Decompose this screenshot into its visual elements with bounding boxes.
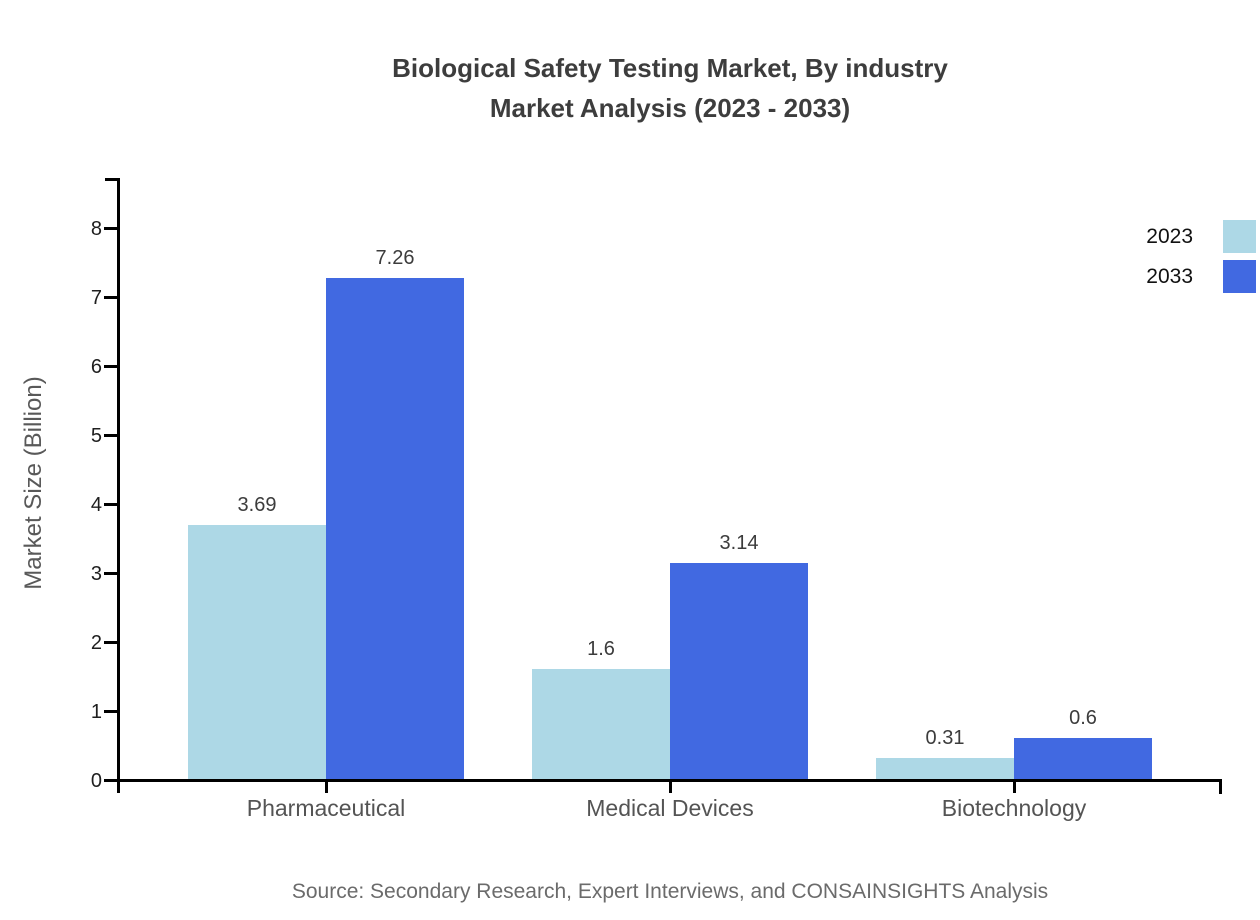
y-tick-label: 0 <box>90 769 102 792</box>
y-tick-mark <box>104 365 117 369</box>
y-tick-label: 8 <box>90 217 102 240</box>
y-tick-mark <box>104 779 117 782</box>
x-tick-mark <box>1012 779 1016 793</box>
y-tick-mark <box>104 503 117 507</box>
legend-swatch <box>1223 260 1256 293</box>
chart-title-line-1: Biological Safety Testing Market, By ind… <box>392 53 948 83</box>
y-tick-mark <box>104 572 117 576</box>
y-tick-label: 1 <box>90 700 102 723</box>
y-tick-mark <box>104 641 117 645</box>
chart-title-line-2: Market Analysis (2023 - 2033) <box>489 93 851 123</box>
legend-label: 2033 <box>1146 264 1193 288</box>
y-tick-mark <box>104 227 117 231</box>
y-axis-line <box>117 178 120 793</box>
legend-swatch <box>1223 220 1256 253</box>
y-tick-label: 3 <box>90 562 102 585</box>
bar-value-label: 1.6 <box>587 638 615 660</box>
y-tick-mark <box>104 434 117 438</box>
y-tick-label: 7 <box>90 286 102 309</box>
category-label-pharmaceutical: Pharmaceutical <box>246 795 406 821</box>
bar-2023-biotechnology <box>876 758 1014 779</box>
legend: 2023 2033 <box>1146 220 1256 300</box>
bar-2033-medical-devices <box>670 563 808 779</box>
bar-value-label: 3.14 <box>719 532 759 554</box>
legend-item-2033: 2033 <box>1146 260 1256 293</box>
y-tick-mark <box>104 296 117 300</box>
y-tick-label: 2 <box>90 631 102 654</box>
bar-2023-pharmaceutical <box>188 525 326 779</box>
bar-2033-pharmaceutical <box>326 278 464 779</box>
bar-value-label: 3.69 <box>237 494 277 516</box>
x-tick-mark <box>324 779 328 793</box>
legend-item-2023: 2023 <box>1146 220 1256 253</box>
x-axis-end-cap <box>1219 779 1222 794</box>
y-axis-label: Market Size (Billion) <box>20 376 47 590</box>
y-tick-label: 4 <box>90 493 102 516</box>
category-label-biotechnology: Biotechnology <box>941 795 1087 821</box>
y-tick-label: 5 <box>90 424 102 447</box>
source-attribution: Source: Secondary Research, Expert Inter… <box>291 880 1049 903</box>
legend-label: 2023 <box>1146 224 1193 248</box>
bar-value-label: 0.6 <box>1069 707 1097 729</box>
bar-2023-medical-devices <box>532 669 670 779</box>
bar-value-label: 0.31 <box>925 727 965 749</box>
chart-title: Biological Safety Testing Market, By ind… <box>80 48 1260 128</box>
bar-value-label: 7.26 <box>375 247 415 269</box>
x-tick-mark <box>668 779 672 793</box>
y-tick-mark <box>104 710 117 714</box>
category-label-medical-devices: Medical Devices <box>586 795 754 821</box>
y-tick-label: 6 <box>90 355 102 378</box>
bar-2033-biotechnology <box>1014 738 1152 779</box>
y-axis-end-cap <box>105 178 120 181</box>
